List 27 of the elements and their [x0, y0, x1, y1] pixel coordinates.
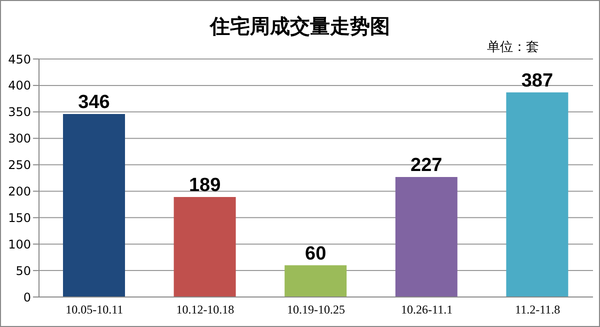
y-tick-label: 100 — [8, 237, 31, 252]
y-tick-label: 450 — [8, 52, 31, 66]
x-tick-label: 11.2-11.8 — [515, 302, 560, 317]
y-tick-label: 350 — [8, 105, 31, 120]
bar — [174, 197, 236, 297]
y-tick-label: 300 — [8, 132, 31, 146]
x-tick-label: 10.26-11.1 — [401, 302, 453, 317]
x-tick-label: 10.19-10.25 — [287, 302, 345, 317]
y-tick-label: 250 — [8, 158, 31, 172]
chart-title: 住宅周成交量走势图 — [208, 13, 391, 40]
y-tick-label: 200 — [8, 184, 31, 198]
y-tick-label: 0 — [23, 290, 31, 304]
y-tick-label: 400 — [8, 78, 31, 93]
data-label: 387 — [521, 70, 554, 92]
bar — [506, 92, 568, 297]
data-label: 227 — [410, 154, 442, 176]
x-tick-label: 10.05-10.11 — [66, 302, 124, 317]
bar — [284, 265, 347, 297]
data-label: 346 — [78, 92, 110, 114]
text: 单位：套 — [487, 39, 539, 56]
y-tick-label: 150 — [8, 210, 31, 225]
bar — [395, 176, 458, 297]
data-label: 189 — [188, 175, 221, 196]
x-tick-label: 10.12-10.18 — [176, 302, 234, 317]
y-tick-label: 50 — [16, 264, 31, 278]
data-label: 60 — [305, 243, 326, 264]
bar — [63, 114, 125, 297]
